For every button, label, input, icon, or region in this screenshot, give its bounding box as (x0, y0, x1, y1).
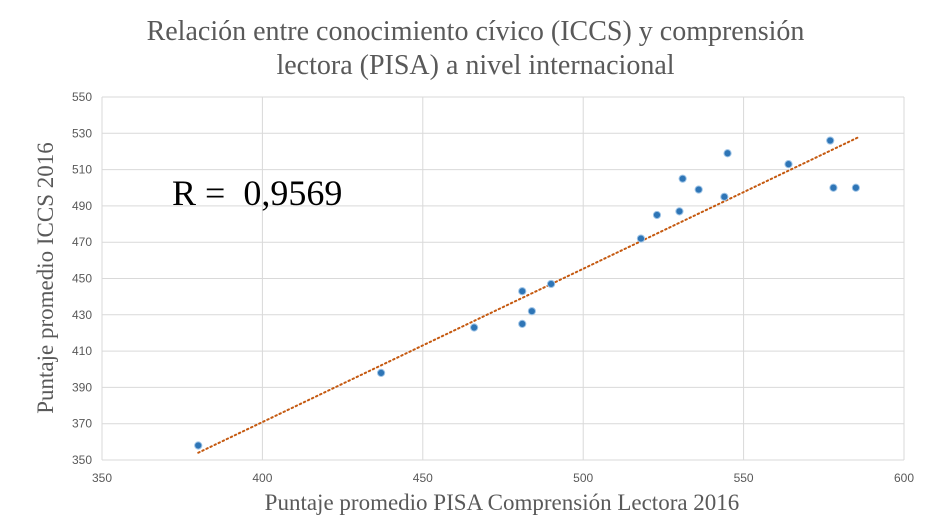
y-tick-label: 510 (72, 163, 92, 177)
y-tick-label: 470 (72, 235, 92, 249)
x-tick-label: 400 (252, 471, 272, 485)
data-point (518, 319, 527, 328)
chart-title-line-2: lectora (PISA) a nivel internacional (276, 50, 675, 81)
data-point (723, 149, 732, 158)
chart-title-line-1: Relación entre conocimiento cívico (ICCS… (146, 16, 805, 47)
data-point (527, 307, 536, 316)
x-axis-label: Puntaje promedio PISA Comprensión Lector… (264, 490, 740, 515)
y-axis-label: Puntaje promedio ICCS 2016 (33, 142, 58, 414)
data-point (694, 185, 703, 194)
x-tick-label: 450 (413, 471, 433, 485)
data-point (720, 192, 729, 201)
data-point (826, 136, 835, 145)
x-tick-label: 550 (734, 471, 754, 485)
x-tick-label: 350 (92, 471, 112, 485)
correlation-annotation: R = 0,9569 (172, 173, 343, 213)
data-point (194, 441, 203, 450)
data-point (518, 287, 527, 296)
y-tick-label: 530 (72, 126, 92, 140)
y-tick-label: 350 (72, 453, 92, 467)
data-point (784, 160, 793, 169)
data-point (675, 207, 684, 216)
data-point (376, 368, 386, 377)
y-tick-label: 370 (72, 417, 92, 431)
data-point (652, 210, 662, 220)
y-tick-label: 550 (72, 90, 92, 104)
data-point (636, 234, 646, 243)
data-point (678, 174, 687, 183)
y-tick-label: 410 (72, 344, 92, 358)
data-point (547, 279, 556, 289)
y-tick-label: 430 (72, 308, 92, 322)
y-tick-label: 390 (72, 380, 92, 394)
y-tick-label: 490 (72, 199, 92, 213)
y-tick-label: 450 (72, 272, 92, 286)
x-tick-label: 500 (573, 471, 593, 485)
x-tick-label: 600 (894, 471, 914, 485)
trendline (197, 135, 861, 454)
data-point (829, 183, 838, 192)
data-point (851, 183, 860, 192)
data-point (470, 323, 479, 332)
